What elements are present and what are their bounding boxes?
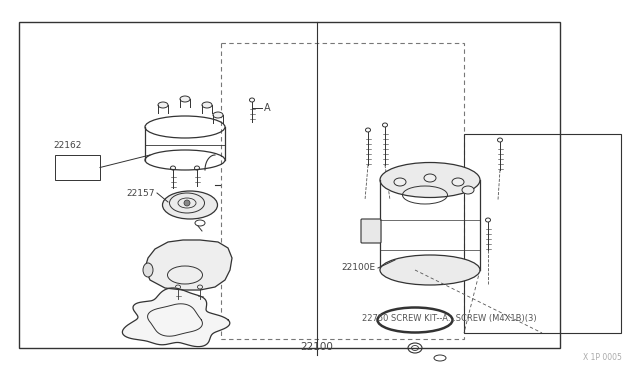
FancyBboxPatch shape <box>361 219 381 243</box>
Ellipse shape <box>462 186 474 194</box>
Bar <box>221 43 464 339</box>
Bar <box>19 22 560 348</box>
Text: 22162: 22162 <box>53 141 81 150</box>
Ellipse shape <box>213 112 223 118</box>
Text: 22100: 22100 <box>300 342 333 352</box>
Bar <box>55 155 100 180</box>
Ellipse shape <box>202 102 212 108</box>
Ellipse shape <box>380 255 480 285</box>
Ellipse shape <box>180 96 190 102</box>
Ellipse shape <box>424 174 436 182</box>
Ellipse shape <box>143 263 153 277</box>
Ellipse shape <box>163 191 218 219</box>
Polygon shape <box>122 288 230 347</box>
Bar <box>464 134 621 333</box>
Text: 22750 SCREW KIT--A...SCREW (M4X1B)(3): 22750 SCREW KIT--A...SCREW (M4X1B)(3) <box>362 314 536 323</box>
Text: A: A <box>264 103 271 113</box>
Ellipse shape <box>380 163 480 198</box>
Ellipse shape <box>158 102 168 108</box>
Polygon shape <box>145 240 232 290</box>
Text: 22100E: 22100E <box>341 263 375 273</box>
Ellipse shape <box>452 178 464 186</box>
Circle shape <box>184 200 190 206</box>
Text: X 1P 0005: X 1P 0005 <box>583 353 622 362</box>
Ellipse shape <box>394 178 406 186</box>
Text: 22157: 22157 <box>127 189 155 198</box>
